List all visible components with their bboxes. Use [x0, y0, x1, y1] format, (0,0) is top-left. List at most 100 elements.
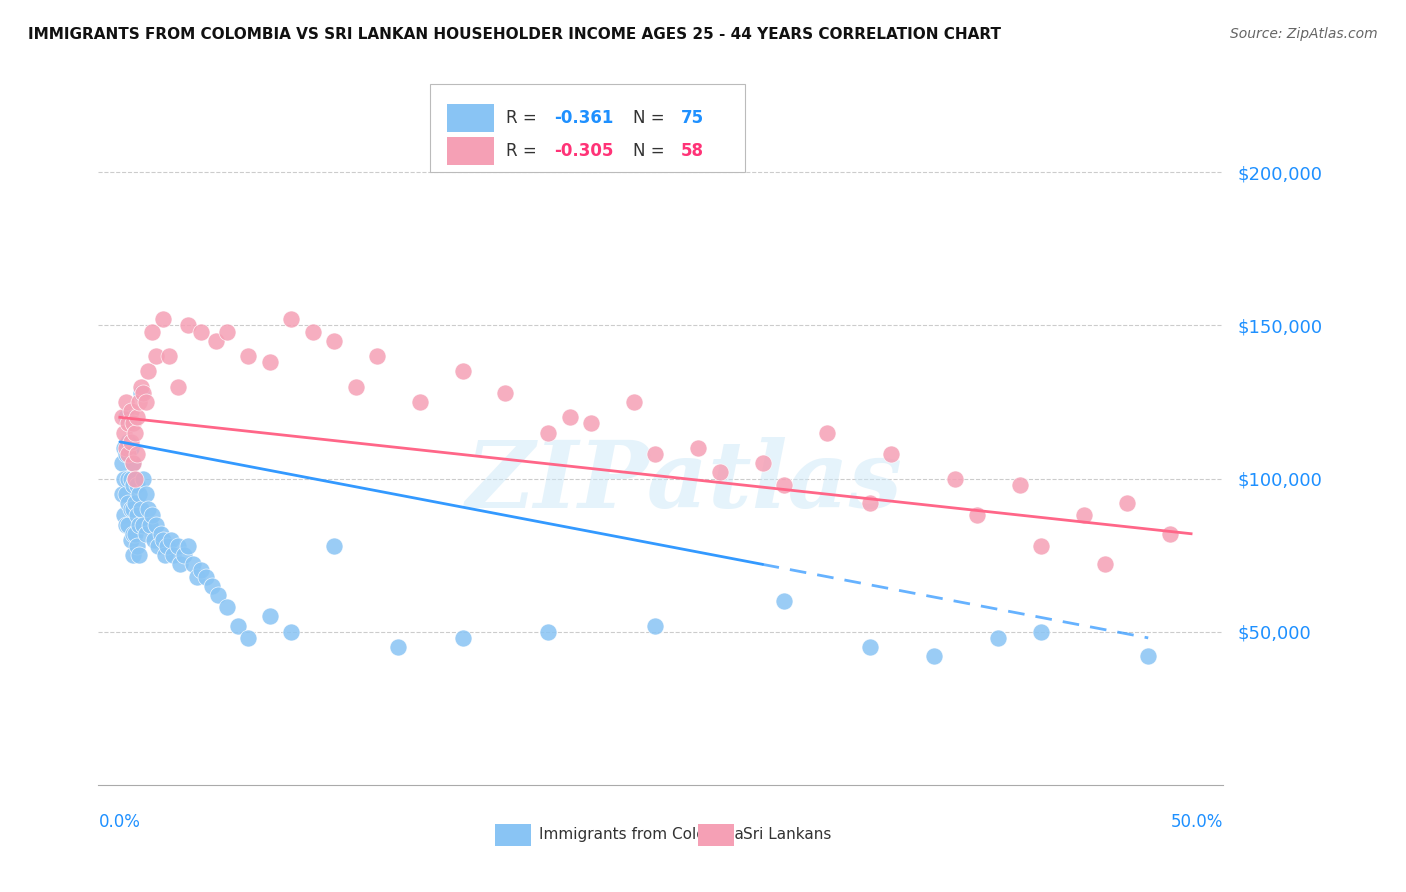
Point	[129, 379, 152, 393]
Point	[207, 588, 229, 602]
Point	[141, 325, 163, 339]
Point	[773, 477, 796, 491]
Point	[880, 447, 903, 461]
Point	[120, 502, 142, 516]
Point	[215, 600, 238, 615]
Point	[688, 441, 710, 455]
Point	[966, 508, 988, 523]
Point	[124, 496, 146, 510]
FancyBboxPatch shape	[495, 823, 531, 847]
Point	[121, 502, 143, 516]
Point	[301, 325, 323, 339]
Point	[128, 487, 150, 501]
Point	[238, 631, 260, 645]
Point	[141, 508, 163, 523]
Point	[366, 349, 388, 363]
Point	[115, 447, 138, 461]
Text: Immigrants from Colombia: Immigrants from Colombia	[540, 828, 744, 842]
Point	[153, 548, 176, 562]
Point	[121, 456, 143, 470]
Point	[190, 325, 212, 339]
Point	[136, 502, 159, 516]
Point	[537, 425, 560, 440]
Text: IMMIGRANTS FROM COLOMBIA VS SRI LANKAN HOUSEHOLDER INCOME AGES 25 - 44 YEARS COR: IMMIGRANTS FROM COLOMBIA VS SRI LANKAN H…	[28, 27, 1001, 42]
Point	[1137, 649, 1160, 664]
FancyBboxPatch shape	[430, 84, 745, 172]
Point	[128, 395, 150, 409]
Point	[117, 472, 139, 486]
Point	[152, 533, 174, 547]
Point	[537, 624, 560, 639]
Point	[121, 417, 143, 431]
Point	[190, 564, 212, 578]
Point	[1094, 558, 1116, 572]
Text: 75: 75	[681, 109, 704, 127]
Point	[644, 447, 666, 461]
Text: R =: R =	[506, 142, 536, 160]
Text: -0.305: -0.305	[554, 142, 613, 160]
Point	[115, 487, 138, 501]
Point	[120, 472, 142, 486]
Point	[143, 533, 166, 547]
Point	[111, 410, 134, 425]
Text: Sri Lankans: Sri Lankans	[742, 828, 831, 842]
Point	[120, 434, 142, 449]
Point	[112, 472, 135, 486]
Point	[117, 417, 139, 431]
Point	[644, 618, 666, 632]
Point	[157, 349, 180, 363]
Point	[115, 410, 138, 425]
Point	[149, 526, 172, 541]
Text: 0.0%: 0.0%	[98, 814, 141, 831]
Point	[160, 533, 183, 547]
Point	[129, 502, 152, 516]
Point	[1073, 508, 1095, 523]
Point	[162, 548, 184, 562]
Point	[121, 477, 143, 491]
Point	[117, 496, 139, 510]
Point	[709, 466, 731, 480]
Text: ZIPatlas: ZIPatlas	[465, 437, 901, 527]
Point	[125, 539, 148, 553]
Point	[409, 395, 432, 409]
Point	[117, 434, 139, 449]
Point	[186, 569, 208, 583]
Point	[205, 334, 228, 348]
Point	[194, 569, 217, 583]
Point	[1159, 526, 1181, 541]
Point	[623, 395, 645, 409]
Point	[815, 425, 838, 440]
Point	[136, 364, 159, 378]
Point	[451, 631, 474, 645]
Point	[111, 487, 134, 501]
Point	[121, 548, 143, 562]
Point	[751, 456, 773, 470]
Point	[128, 517, 150, 532]
Point	[117, 447, 139, 461]
Point	[177, 318, 200, 333]
Point	[280, 312, 302, 326]
Point	[280, 624, 302, 639]
Text: Source: ZipAtlas.com: Source: ZipAtlas.com	[1230, 27, 1378, 41]
FancyBboxPatch shape	[447, 136, 495, 165]
Point	[115, 517, 138, 532]
Point	[124, 425, 146, 440]
Point	[120, 404, 142, 418]
Point	[1029, 539, 1052, 553]
Point	[1029, 624, 1052, 639]
Point	[124, 472, 146, 486]
Point	[177, 539, 200, 553]
Point	[238, 349, 260, 363]
Point	[135, 487, 157, 501]
Point	[135, 395, 157, 409]
Point	[201, 579, 224, 593]
Point	[145, 517, 167, 532]
Text: N =: N =	[633, 142, 664, 160]
Point	[121, 526, 143, 541]
Point	[987, 631, 1010, 645]
Point	[120, 441, 142, 455]
Point	[1115, 496, 1137, 510]
Text: 50.0%: 50.0%	[1171, 814, 1223, 831]
Point	[259, 609, 281, 624]
Point	[125, 477, 148, 491]
